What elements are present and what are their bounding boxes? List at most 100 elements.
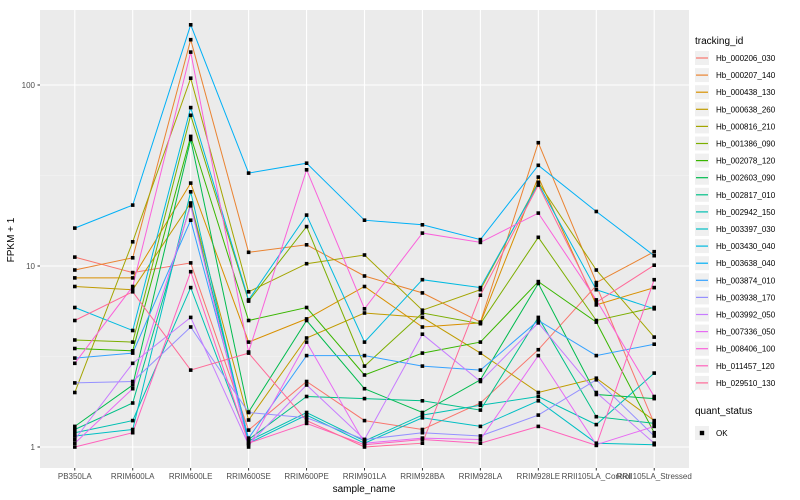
data-point: [478, 340, 483, 344]
data-point: [478, 441, 483, 445]
data-point: [536, 281, 541, 286]
data-point: [304, 379, 309, 384]
data-point: [73, 346, 77, 351]
data-point: [73, 437, 77, 442]
legend-label-Hb_002078_120: Hb_002078_120: [716, 157, 776, 166]
data-point: [73, 318, 77, 323]
data-point: [304, 416, 309, 420]
data-point: [188, 134, 193, 139]
data-point: [478, 287, 483, 292]
data-point: [130, 270, 135, 275]
data-point: [594, 422, 599, 427]
data-point: [73, 424, 77, 429]
data-point: [73, 305, 77, 310]
data-point: [594, 283, 599, 288]
data-point: [130, 401, 135, 405]
y-tick-label: 100: [22, 81, 36, 90]
data-point: [652, 421, 656, 426]
data-point: [246, 290, 251, 294]
data-point: [536, 315, 541, 320]
data-point: [420, 351, 425, 355]
data-point: [362, 364, 367, 368]
data-point: [536, 211, 541, 215]
legend-title-quant-status: quant_status: [695, 406, 752, 417]
data-point: [478, 240, 483, 245]
data-point: [304, 224, 309, 229]
data-point: [420, 416, 425, 420]
data-point: [652, 371, 656, 375]
y-axis-title: FPKM + 1: [6, 217, 17, 262]
data-point: [362, 396, 367, 401]
data-point: [536, 390, 541, 395]
data-point: [246, 318, 251, 323]
data-point: [73, 434, 77, 438]
data-point: [246, 298, 251, 302]
data-point: [188, 137, 193, 142]
data-point: [536, 394, 541, 399]
data-point: [130, 386, 135, 391]
data-point: [304, 305, 309, 310]
data-point: [594, 268, 599, 272]
legend-label-Hb_003992_050: Hb_003992_050: [716, 311, 776, 320]
x-tick-label: RRIM928BA: [400, 472, 445, 481]
data-point: [246, 410, 251, 415]
data-point: [652, 335, 656, 339]
data-point: [73, 276, 77, 280]
data-point: [420, 399, 425, 403]
data-point: [130, 383, 135, 387]
data-point: [420, 223, 425, 227]
legend-label-quant-OK: OK: [716, 429, 728, 438]
data-point: [304, 418, 309, 423]
data-point: [188, 50, 193, 54]
data-point: [304, 421, 309, 426]
x-tick-label: PB350LA: [58, 472, 92, 481]
data-point: [362, 437, 367, 442]
data-point: [73, 445, 77, 449]
data-point: [304, 213, 309, 217]
data-point: [362, 373, 367, 377]
data-point: [304, 383, 309, 387]
data-point: [188, 285, 193, 290]
data-point: [594, 390, 599, 395]
data-point: [73, 430, 77, 435]
data-point: [652, 285, 656, 290]
data-point: [420, 430, 425, 435]
data-point: [304, 318, 309, 323]
data-point: [73, 361, 77, 366]
data-point: [304, 161, 309, 165]
data-point: [304, 336, 309, 340]
data-point: [536, 321, 541, 325]
legend-label-Hb_008406_100: Hb_008406_100: [716, 345, 776, 354]
legend-label-Hb_003938_170: Hb_003938_170: [716, 293, 776, 302]
data-point: [594, 392, 599, 397]
data-point: [246, 445, 251, 449]
data-point: [362, 445, 367, 449]
legend-title-tracking-id: tracking_id: [695, 36, 743, 47]
legend-label-Hb_000207_140: Hb_000207_140: [716, 71, 776, 80]
plot-generated-content: 1 10 100 PB350LA RRIM600LA RRIM600LE RRIM600SE…: [22, 10, 776, 481]
legend-label-Hb_029510_130: Hb_029510_130: [716, 379, 776, 388]
legend-label-Hb_003874_010: Hb_003874_010: [716, 276, 776, 285]
x-tick-label: RRII105LA_Control: [562, 472, 632, 481]
data-point: [420, 308, 425, 312]
data-point: [130, 287, 135, 292]
data-point: [594, 287, 599, 292]
legend-label-Hb_000206_030: Hb_000206_030: [716, 54, 776, 63]
data-point: [478, 434, 483, 438]
x-tick-label: RRII105LA_Stressed: [617, 472, 692, 481]
data-point: [246, 441, 251, 445]
data-point: [304, 410, 309, 415]
data-point: [188, 113, 193, 118]
data-point: [130, 379, 135, 384]
data-point: [420, 413, 425, 417]
data-point: [362, 340, 367, 344]
data-point: [73, 226, 77, 230]
data-point: [130, 351, 135, 355]
data-point: [594, 298, 599, 302]
data-point: [478, 351, 483, 355]
data-point: [188, 190, 193, 194]
data-point: [536, 399, 541, 403]
data-point: [652, 253, 656, 258]
data-point: [536, 183, 541, 187]
